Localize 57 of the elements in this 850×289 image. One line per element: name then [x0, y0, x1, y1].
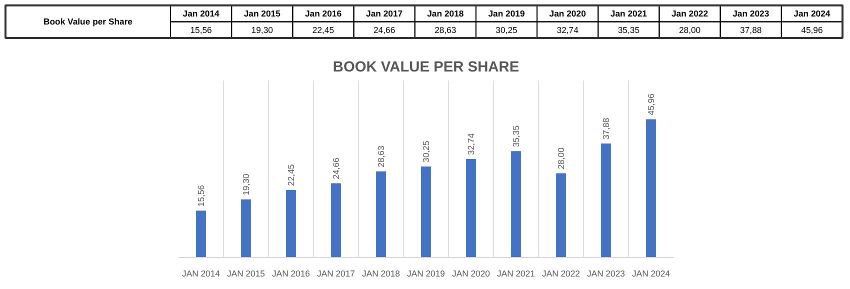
category-label: Jan 2021 — [610, 8, 648, 19]
bar — [286, 190, 296, 258]
text: 32,74 — [556, 24, 578, 35]
category-label: Jan 2019 — [488, 8, 525, 19]
text: 45,96 — [801, 24, 823, 35]
x-tick-label: JAN 2019 — [406, 268, 446, 278]
category-label: Jan 2016 — [304, 8, 342, 19]
bar — [466, 158, 476, 258]
category-label: Jan 2023 — [732, 8, 770, 19]
bar — [241, 199, 251, 258]
data-label: 15,56 — [196, 184, 206, 207]
x-tick-label: JAN 2022 — [542, 268, 580, 278]
data-label: 30,25 — [421, 140, 431, 162]
x-tick-label: JAN 2017 — [316, 268, 356, 278]
category-label: Jan 2018 — [427, 8, 464, 19]
x-tick-label: JAN 2024 — [632, 268, 670, 278]
text: 15,56 — [190, 24, 212, 35]
data-label: 35,35 — [511, 125, 521, 148]
data-label: 22,45 — [286, 164, 296, 186]
text: 28,63 — [434, 24, 456, 35]
data-label: 37,88 — [601, 118, 611, 140]
category-label: Book Value per Share — [44, 16, 133, 27]
bar — [331, 183, 341, 258]
text: 24,66 — [373, 24, 396, 35]
text: 28,00 — [678, 24, 701, 35]
bar — [646, 119, 656, 258]
bar — [421, 166, 431, 258]
data-label: 28,63 — [376, 146, 386, 168]
x-tick-label: JAN 2015 — [226, 268, 266, 278]
category-label: Jan 2024 — [794, 8, 830, 19]
category-label: Jan 2015 — [244, 8, 281, 19]
data-label: 24,66 — [331, 157, 341, 180]
text: 37,88 — [740, 24, 762, 35]
text: 22,45 — [312, 24, 334, 35]
category-label: Jan 2022 — [671, 8, 708, 19]
bar — [556, 173, 566, 258]
data-label: 45,96 — [646, 93, 656, 116]
x-tick-label: JAN 2020 — [452, 268, 490, 278]
bar — [196, 210, 206, 258]
x-tick-label: JAN 2023 — [586, 268, 626, 278]
x-tick-label: JAN 2018 — [362, 268, 400, 278]
data-label: 28,00 — [556, 147, 566, 170]
x-tick-label: JAN 2014 — [182, 268, 220, 278]
bar — [511, 151, 521, 258]
x-tick-label: JAN 2021 — [496, 268, 536, 278]
data-label: 32,74 — [466, 133, 476, 155]
x-tick-label: JAN 2016 — [272, 268, 310, 278]
bar — [376, 171, 386, 258]
data-label: 19,30 — [241, 174, 251, 196]
text: 30,25 — [496, 24, 518, 35]
category-label: Jan 2017 — [366, 8, 403, 19]
category-label: Jan 2020 — [549, 8, 586, 19]
category-label: Jan 2014 — [182, 8, 220, 19]
text: 35,35 — [618, 24, 640, 35]
chart-title: BOOK VALUE PER SHARE — [332, 60, 520, 76]
text: 19,30 — [251, 24, 273, 35]
bar — [601, 144, 611, 258]
